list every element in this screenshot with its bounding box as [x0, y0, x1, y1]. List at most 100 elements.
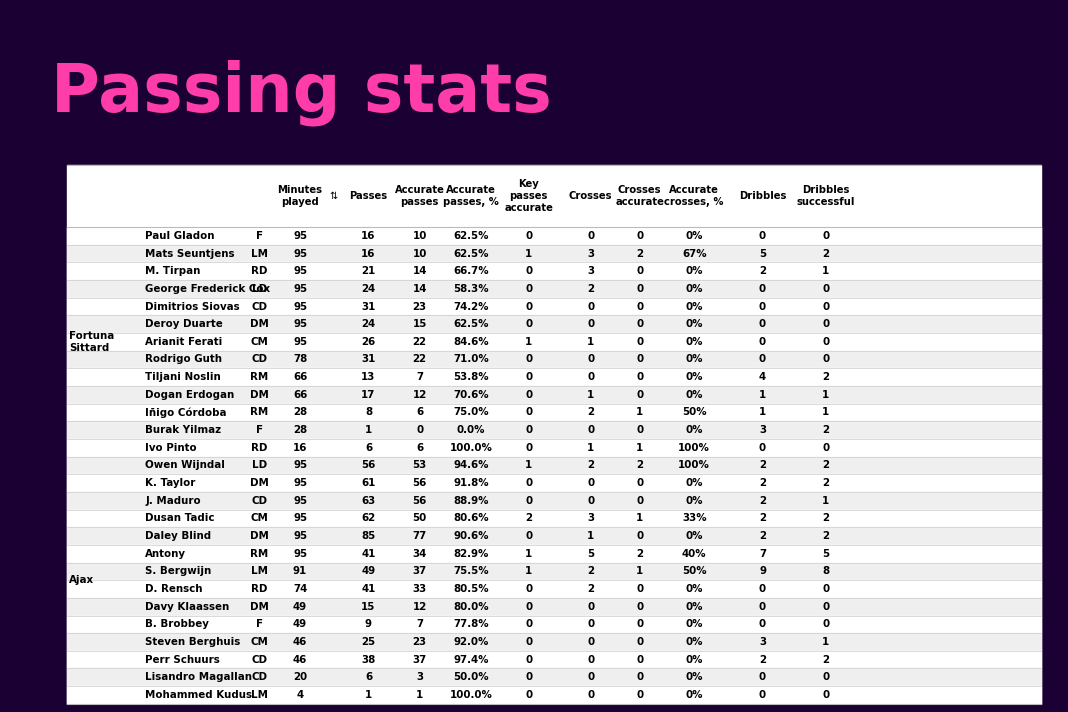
Text: 16: 16 [293, 443, 308, 453]
Text: LM: LM [251, 248, 268, 258]
Text: 16: 16 [361, 248, 376, 258]
Text: DM: DM [250, 531, 269, 541]
Text: 53.8%: 53.8% [453, 372, 489, 382]
Text: 61: 61 [361, 478, 376, 488]
Text: Crosses
accurate: Crosses accurate [615, 185, 664, 207]
Bar [67, 456, 1041, 474]
Text: 82.9%: 82.9% [453, 549, 489, 559]
Text: RM: RM [250, 372, 269, 382]
Text: 0: 0 [637, 654, 643, 665]
Text: Key
passes
accurate: Key passes accurate [504, 179, 553, 213]
Text: 0: 0 [759, 619, 766, 629]
Text: 2: 2 [822, 461, 829, 471]
Text: 2: 2 [587, 407, 594, 417]
Text: 12: 12 [412, 602, 427, 612]
Text: 95: 95 [293, 337, 308, 347]
Text: 0: 0 [525, 496, 532, 506]
Text: 0: 0 [759, 284, 766, 294]
Text: RD: RD [251, 266, 268, 276]
Text: 2: 2 [822, 654, 829, 665]
Text: 0: 0 [525, 654, 532, 665]
Text: 0%: 0% [686, 301, 703, 312]
Text: 7: 7 [417, 619, 423, 629]
Text: Ivo Pinto: Ivo Pinto [145, 443, 197, 453]
Text: 24: 24 [361, 284, 376, 294]
Text: 100%: 100% [678, 443, 710, 453]
Text: 92.0%: 92.0% [453, 637, 489, 647]
Text: 74.2%: 74.2% [453, 301, 489, 312]
Text: 95: 95 [293, 461, 308, 471]
Text: 0%: 0% [686, 690, 703, 700]
Text: 1: 1 [587, 337, 594, 347]
Text: S. Bergwijn: S. Bergwijn [145, 566, 211, 577]
Text: 17: 17 [361, 389, 376, 400]
Text: 15: 15 [412, 319, 427, 329]
Text: F: F [256, 425, 263, 435]
Text: 0: 0 [525, 266, 532, 276]
Text: 1: 1 [525, 566, 532, 577]
Text: 0: 0 [822, 355, 829, 365]
Text: 56: 56 [361, 461, 376, 471]
Text: 0: 0 [822, 672, 829, 682]
Text: 2: 2 [525, 513, 532, 523]
Bar [67, 404, 1041, 422]
Text: RD: RD [251, 584, 268, 594]
Text: Crosses: Crosses [569, 191, 612, 201]
Text: 49: 49 [293, 602, 308, 612]
Text: 66.7%: 66.7% [453, 266, 489, 276]
Text: 95: 95 [293, 284, 308, 294]
Bar [67, 686, 1041, 703]
Text: 2: 2 [759, 266, 766, 276]
Text: 0%: 0% [686, 355, 703, 365]
Text: 95: 95 [293, 531, 308, 541]
Text: 0%: 0% [686, 319, 703, 329]
Text: 0: 0 [525, 531, 532, 541]
Bar [67, 368, 1041, 386]
Text: 0: 0 [637, 478, 643, 488]
Bar [67, 633, 1041, 651]
Text: 0: 0 [525, 602, 532, 612]
Text: Dogan Erdogan: Dogan Erdogan [145, 389, 235, 400]
Text: 0%: 0% [686, 478, 703, 488]
Text: 6: 6 [365, 443, 372, 453]
Text: DM: DM [250, 319, 269, 329]
Bar [67, 474, 1041, 492]
Text: 0: 0 [417, 425, 423, 435]
Text: 62.5%: 62.5% [453, 319, 489, 329]
Text: 2: 2 [759, 531, 766, 541]
Text: DM: DM [250, 602, 269, 612]
Text: 67%: 67% [681, 248, 707, 258]
Text: 1: 1 [822, 407, 829, 417]
Text: RM: RM [250, 407, 269, 417]
Text: 0%: 0% [686, 584, 703, 594]
Text: 8: 8 [365, 407, 372, 417]
Text: 0: 0 [637, 672, 643, 682]
Text: RM: RM [250, 549, 269, 559]
Text: 14: 14 [412, 266, 427, 276]
Text: 50%: 50% [681, 407, 707, 417]
Text: 2: 2 [637, 549, 643, 559]
Text: 63: 63 [361, 496, 376, 506]
Text: 22: 22 [412, 337, 427, 347]
Text: 22: 22 [412, 355, 427, 365]
Text: Iñigo Córdoba: Iñigo Córdoba [145, 407, 226, 418]
Text: 0: 0 [759, 602, 766, 612]
Text: 100%: 100% [678, 461, 710, 471]
Text: 6: 6 [417, 443, 423, 453]
Text: LM: LM [251, 690, 268, 700]
Text: 28: 28 [293, 407, 308, 417]
Text: 95: 95 [293, 319, 308, 329]
Text: 78: 78 [293, 355, 308, 365]
Text: 2: 2 [822, 425, 829, 435]
Text: 91.8%: 91.8% [453, 478, 489, 488]
Text: LD: LD [252, 284, 267, 294]
Text: 46: 46 [293, 654, 308, 665]
Text: 95: 95 [293, 478, 308, 488]
Text: 2: 2 [587, 584, 594, 594]
Text: 0: 0 [587, 619, 594, 629]
Text: 0: 0 [822, 231, 829, 241]
Text: 1: 1 [822, 389, 829, 400]
Text: Steven Berghuis: Steven Berghuis [145, 637, 240, 647]
Text: 0: 0 [822, 284, 829, 294]
Text: Lisandro Magallan: Lisandro Magallan [145, 672, 252, 682]
